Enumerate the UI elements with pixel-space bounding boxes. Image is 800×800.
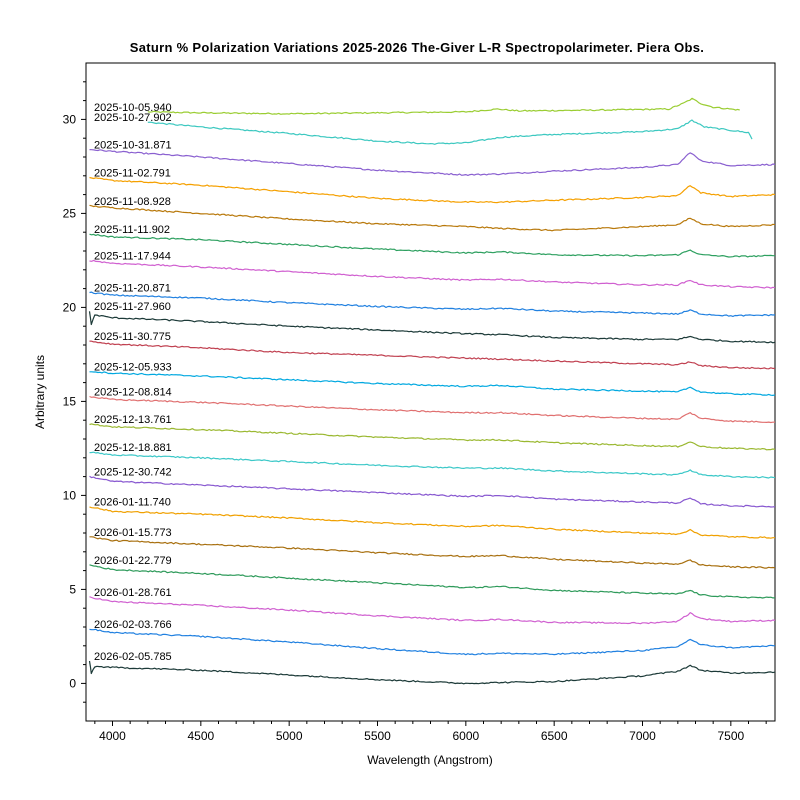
- x-tick-label: 5000: [276, 729, 303, 743]
- series-line: [88, 660, 776, 685]
- series-line: [89, 423, 776, 451]
- series-line: [89, 596, 776, 625]
- x-tick-label: 7500: [717, 729, 744, 743]
- x-tick-label: 4500: [187, 729, 214, 743]
- series-label: 2025-11-27.960: [94, 301, 171, 313]
- series-label: 2026-01-11.740: [94, 497, 171, 509]
- series-label: 2025-12-18.881: [94, 442, 172, 454]
- series-line: [89, 628, 776, 656]
- series-line: [89, 564, 775, 599]
- series-label: 2026-01-15.773: [94, 527, 172, 539]
- series-label: 2026-02-03.766: [94, 619, 172, 631]
- x-tick-label: 5500: [364, 729, 391, 743]
- x-axis-title: Wavelength (Angstrom): [367, 753, 493, 767]
- series-label: 2025-12-05.933: [94, 361, 172, 373]
- y-tick-label: 10: [63, 488, 77, 502]
- series-label: 2025-11-20.871: [94, 282, 171, 294]
- series-line: [88, 311, 776, 344]
- series-label: 2025-12-30.742: [94, 467, 172, 479]
- series-layer: [88, 97, 776, 685]
- series-line: [89, 149, 776, 176]
- series-line: [89, 506, 775, 539]
- series-label: 2025-11-08.928: [94, 196, 171, 208]
- chart-title: Saturn % Polarization Variations 2025-20…: [130, 40, 704, 55]
- y-tick-label: 0: [69, 676, 76, 690]
- y-tick-label: 5: [69, 582, 76, 596]
- y-tick-label: 20: [63, 300, 77, 314]
- x-axis: 4000 4500 5000 5500 6000 6500 7000 7500: [94, 721, 767, 743]
- series-line: [147, 97, 740, 115]
- series-label: 2025-10-05.940: [94, 102, 172, 114]
- y-tick-label: 30: [63, 112, 77, 126]
- x-tick-label: 6500: [541, 729, 568, 743]
- series-line: [89, 371, 776, 396]
- series-label: 2025-10-27.902: [94, 112, 172, 124]
- series-line: [147, 119, 753, 145]
- series-label: 2025-11-02.791: [94, 168, 171, 180]
- series-label: 2025-10-31.871: [94, 139, 172, 151]
- series-line: [89, 204, 776, 232]
- series-line: [89, 176, 776, 204]
- x-tick-label: 4000: [99, 729, 126, 743]
- series-label: 2026-01-22.779: [94, 555, 172, 567]
- series-label: 2025-11-30.775: [94, 331, 171, 343]
- series-label: 2025-11-17.944: [94, 250, 171, 262]
- series-label: 2025-12-13.761: [94, 414, 172, 426]
- series-line: [89, 291, 776, 317]
- series-label: 2026-01-28.761: [94, 587, 172, 599]
- series-line: [89, 536, 776, 569]
- series-label: 2026-02-05.785: [94, 651, 172, 663]
- series-line: [89, 395, 776, 424]
- y-axis-title: Arbitrary units: [33, 355, 47, 429]
- series-line: [89, 475, 776, 508]
- y-tick-label: 25: [63, 206, 77, 220]
- series-line: [89, 233, 775, 258]
- x-tick-label: 6000: [452, 729, 479, 743]
- y-tick-label: 15: [63, 394, 77, 408]
- series-line: [89, 259, 776, 289]
- series-label: 2025-12-08.814: [94, 387, 172, 399]
- series-line: [89, 451, 776, 479]
- y-axis: 0 5 10 15 20 25 30: [63, 81, 86, 703]
- x-tick-label: 7000: [629, 729, 656, 743]
- series-line: [89, 340, 776, 370]
- series-label: 2025-11-11.902: [94, 224, 170, 236]
